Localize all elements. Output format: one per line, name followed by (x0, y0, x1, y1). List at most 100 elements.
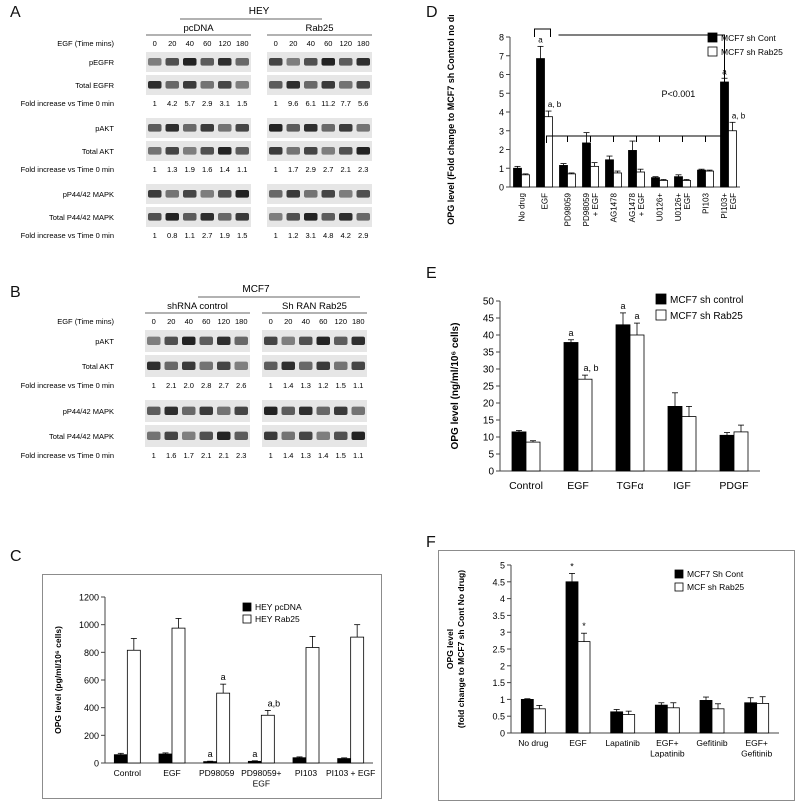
fold-value: 1.4 (283, 451, 293, 460)
legend-swatch (707, 32, 718, 43)
bar (577, 641, 591, 734)
bar (544, 116, 553, 188)
blot-band (234, 406, 248, 415)
bar (563, 342, 579, 472)
blot-band (183, 213, 197, 221)
y-axis-label: (fold change to MCF7 sh Cont No drug) (456, 570, 466, 728)
bar (622, 714, 636, 734)
blot-band (269, 124, 283, 132)
blot-band (200, 81, 214, 89)
y-tick-label: 1 (499, 164, 504, 174)
category-label: PD98059+ (241, 768, 281, 778)
y-tick-label: 200 (84, 731, 99, 741)
blot-band (286, 147, 300, 155)
legend-label: MCF7 sh Cont (721, 33, 776, 43)
blot-membrane (267, 52, 372, 72)
blot-band (321, 147, 335, 155)
legend-swatch (674, 569, 684, 579)
significance-bracket-small (534, 28, 551, 37)
blot-band (199, 406, 213, 415)
fold-value: 4.2 (167, 99, 177, 108)
group-label-left: pcDNA (183, 23, 214, 34)
blot-band (165, 190, 179, 198)
y-tick-label: 4 (499, 108, 504, 118)
legend-label: MCF7 sh Rab25 (721, 47, 783, 57)
fold-value: 3.1 (306, 231, 316, 240)
category-label: PD98059 (199, 768, 235, 778)
blot-band (269, 190, 283, 198)
blot-band (183, 81, 197, 89)
fold-value: 1.6 (202, 165, 212, 174)
fold-value: 1.5 (336, 381, 346, 390)
blot-band (235, 190, 249, 198)
blot-row-label: Total AKT (82, 147, 115, 156)
fold-value: 2.8 (201, 381, 211, 390)
group-label-right: Sh RAN Rab25 (282, 301, 347, 312)
bar (577, 378, 593, 472)
bar (158, 753, 173, 764)
time-point-label: 60 (319, 317, 327, 326)
blot-band (235, 81, 249, 89)
fold-value: 1 (269, 381, 273, 390)
time-point-label: 40 (307, 39, 315, 48)
category-label: EGF+ (656, 738, 678, 748)
blot-membrane (262, 355, 367, 377)
fold-value: 1.4 (220, 165, 230, 174)
bar (733, 431, 749, 472)
cell-line-label: HEY (249, 6, 270, 17)
blot-band (356, 147, 370, 155)
legend-label: HEY Rab25 (255, 614, 300, 624)
blot-band (235, 147, 249, 155)
blot-band (217, 361, 231, 370)
y-tick-label: 800 (84, 648, 99, 658)
category-label: EGF (253, 779, 270, 789)
blot-band (321, 190, 335, 198)
y-tick-label: 5 (499, 89, 504, 99)
y-tick-label: 25 (483, 382, 495, 393)
time-point-label: 0 (269, 317, 273, 326)
blot-band (286, 190, 300, 198)
blot-band (182, 431, 196, 440)
blot-band (321, 58, 335, 66)
blot-membrane (262, 400, 367, 422)
fold-value: 1.4 (283, 381, 293, 390)
fold-value: 1.1 (185, 231, 195, 240)
fold-value: 5.7 (185, 99, 195, 108)
time-point-label: 180 (235, 317, 248, 326)
blot-band (164, 361, 178, 370)
blot-band (316, 361, 330, 370)
y-axis-label: OPG level (Fold change to MCF7 sh Contro… (446, 15, 456, 225)
bar (337, 758, 352, 764)
blot-band (147, 361, 161, 370)
legend-swatch (707, 46, 718, 57)
blot-membrane (146, 207, 251, 227)
legend-swatch (242, 602, 252, 612)
blot-row-label: Total P44/42 MAPK (49, 213, 114, 222)
blot-membrane (146, 141, 251, 161)
blot-band (217, 406, 231, 415)
blot-band (321, 213, 335, 221)
blot-band (334, 406, 348, 415)
category-label: PD98059 (564, 192, 573, 226)
blot-band (321, 81, 335, 89)
blot-band (356, 124, 370, 132)
bar (216, 692, 231, 764)
bar (613, 172, 622, 188)
blot-band (351, 406, 365, 415)
fold-value: 2.1 (219, 451, 229, 460)
fold-value: 6.1 (306, 99, 316, 108)
category-label: TGFα (616, 480, 643, 492)
blot-band (165, 124, 179, 132)
category-label: + EGF (591, 193, 600, 216)
fold-value: 1.6 (166, 451, 176, 460)
blot-band (334, 336, 348, 345)
blot-band (316, 336, 330, 345)
bar (667, 406, 683, 472)
y-axis-label: OPG level (pg/ml/10⁶ cells) (53, 626, 63, 734)
blot-band (218, 147, 232, 155)
category-label: PI103 + EGF (326, 768, 375, 778)
blot-band (183, 190, 197, 198)
bar (113, 754, 128, 764)
time-point-label: 120 (334, 317, 347, 326)
